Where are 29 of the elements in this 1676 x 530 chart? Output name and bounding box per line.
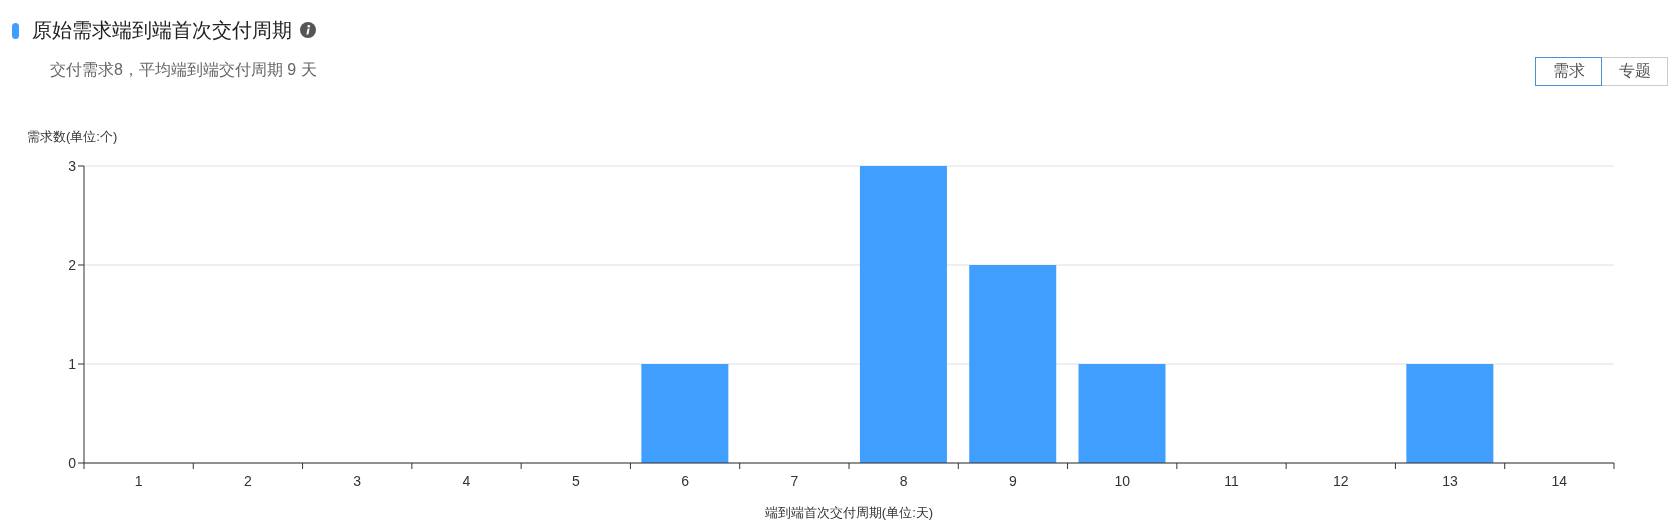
y-tick-label: 1 (68, 355, 77, 372)
y-tick-label: 3 (68, 157, 77, 174)
toggle-button[interactable]: 专题 (1601, 57, 1668, 86)
toggle-button[interactable]: 需求 (1535, 57, 1602, 86)
x-tick-label: 7 (790, 473, 799, 489)
x-tick-label: 3 (353, 473, 362, 489)
bar (641, 364, 729, 463)
x-tick-label: 9 (1009, 473, 1018, 489)
bar (859, 166, 947, 463)
x-tick-label: 4 (462, 473, 471, 489)
y-tick-label: 0 (68, 454, 77, 471)
x-tick-label: 14 (1551, 473, 1568, 489)
x-tick-label: 10 (1114, 473, 1131, 489)
y-tick-label: 2 (68, 256, 77, 273)
x-axis-title: 端到端首次交付周期(单位:天) (764, 505, 934, 520)
chart-subtitle: 交付需求8，平均端到端交付周期 9 天 (50, 61, 317, 78)
x-tick-label: 11 (1224, 473, 1239, 489)
bar (969, 265, 1057, 463)
bar (1406, 364, 1494, 463)
x-tick-label: 8 (899, 473, 908, 489)
x-tick-label: 5 (571, 473, 580, 489)
x-tick-label: 2 (244, 473, 253, 489)
x-tick-label: 6 (681, 473, 690, 489)
x-tick-label: 13 (1442, 473, 1459, 489)
chart-title: 原始需求端到端首次交付周期 (32, 18, 292, 43)
x-tick-label: 12 (1333, 473, 1349, 489)
x-tick-label: 1 (134, 473, 143, 489)
bar (1078, 364, 1166, 463)
y-axis-title: 需求数(单位:个) (27, 129, 118, 144)
